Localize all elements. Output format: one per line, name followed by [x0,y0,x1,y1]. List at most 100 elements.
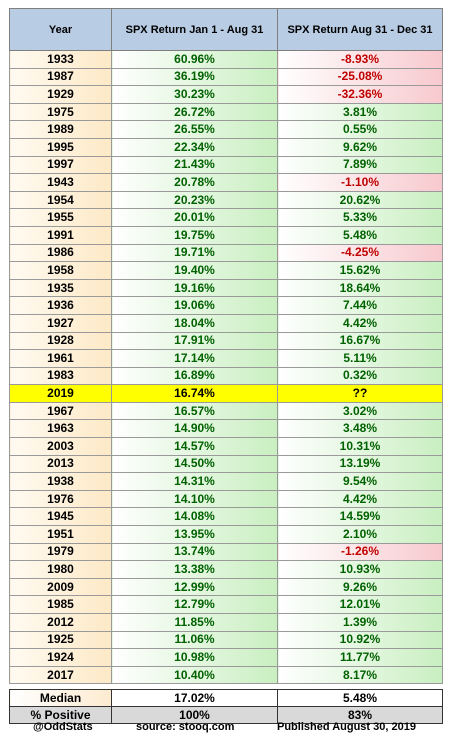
footer-published: Published August 30, 2019 [277,721,416,733]
jan-aug-return-cell: 18.04% [111,313,278,333]
jan-aug-return-cell: 60.96% [111,50,278,69]
year-cell: 1933 [9,50,112,69]
percent-positive-row: % Positive 100% 83% [9,706,443,725]
header-aug-dec: SPX Return Aug 31 - Dec 31 [277,8,443,51]
jan-aug-return-cell: 12.99% [111,577,278,597]
aug-dec-return-cell: 12.01% [277,595,443,614]
year-cell: 1938 [9,472,112,491]
jan-aug-return-cell: 20.78% [111,173,278,192]
aug-dec-return-cell: 8.17% [277,665,443,685]
table-row: 1980 13.38% 10.93% [9,560,443,579]
table-row: 2013 14.50% 13.19% [9,454,443,474]
table-row: 1987 36.19% -25.08% [9,67,443,87]
year-cell: 2003 [9,437,112,456]
spacer-cell [9,683,112,690]
returns-table: Year SPX Return Jan 1 - Aug 31 SPX Retur… [9,8,443,725]
aug-dec-return-cell: 10.31% [277,437,443,456]
aug-dec-return-cell: 10.93% [277,560,443,579]
jan-aug-return-cell: 20.01% [111,208,278,227]
year-cell: 1954 [9,190,112,210]
table-row: 1929 30.23% -32.36% [9,85,443,104]
jan-aug-return-cell: 19.71% [111,243,278,263]
year-cell: 2019 [9,384,112,403]
table-row: 1983 16.89% 0.32% [9,366,443,386]
median-row: Median 17.02% 5.48% [9,689,443,708]
year-cell: 1979 [9,542,112,562]
jan-aug-return-cell: 13.95% [111,525,278,544]
aug-dec-return-cell: -32.36% [277,85,443,104]
aug-dec-return-cell: 4.42% [277,313,443,333]
aug-dec-return-cell: -1.26% [277,542,443,562]
year-cell: 1995 [9,137,112,157]
aug-dec-return-cell: 14.59% [277,507,443,527]
table-row: 1945 14.08% 14.59% [9,507,443,527]
aug-dec-return-cell: 7.89% [277,155,443,175]
year-cell: 1928 [9,331,112,351]
aug-dec-return-cell: 13.19% [277,454,443,474]
footer-source: source: stooq.com [136,721,235,733]
jan-aug-return-cell: 10.40% [111,665,278,685]
jan-aug-return-cell: 36.19% [111,67,278,87]
table-row: 1975 26.72% 3.81% [9,102,443,122]
year-cell: 1986 [9,243,112,263]
jan-aug-return-cell: 11.06% [111,630,278,650]
jan-aug-return-cell: 26.72% [111,102,278,122]
table-body: 1933 60.96% -8.93% 1987 36.19% -25.08% 1929 30.… [9,50,443,725]
table-row: 2012 11.85% 1.39% [9,613,443,632]
jan-aug-return-cell: 14.50% [111,454,278,474]
aug-dec-return-cell: 5.33% [277,208,443,227]
aug-dec-return-cell: 2.10% [277,525,443,544]
year-cell: 1991 [9,225,112,245]
jan-aug-return-cell: 13.38% [111,560,278,579]
table-row: 2009 12.99% 9.26% [9,577,443,597]
aug-dec-return-cell: 7.44% [277,296,443,315]
table-row: 1954 20.23% 20.62% [9,190,443,210]
aug-dec-return-cell: 4.42% [277,489,443,509]
table-row: 2019 16.74%?? [9,384,443,403]
aug-dec-return-cell: 9.54% [277,472,443,491]
aug-dec-return-cell: 0.32% [277,366,443,386]
table-row: 1985 12.79% 12.01% [9,595,443,614]
table-row: 1979 13.74% -1.26% [9,542,443,562]
jan-aug-return-cell: 14.57% [111,437,278,456]
year-cell: 1951 [9,525,112,544]
aug-dec-return-cell: 1.39% [277,613,443,632]
table-row: 2017 10.40% 8.17% [9,665,443,685]
table-spacer [9,683,443,690]
summary-aug-dec: 5.48% [277,689,443,708]
jan-aug-return-cell: 21.43% [111,155,278,175]
header-row: Year SPX Return Jan 1 - Aug 31 SPX Retur… [9,8,443,51]
aug-dec-return-cell: 0.55% [277,120,443,139]
table-row: 1936 19.06% 7.44% [9,296,443,315]
aug-dec-return-cell: -4.25% [277,243,443,263]
aug-dec-return-cell: 20.62% [277,190,443,210]
aug-dec-return-cell: 18.64% [277,278,443,298]
table-row: 1935 19.16% 18.64% [9,278,443,298]
year-cell: 1945 [9,507,112,527]
year-cell: 1985 [9,595,112,614]
summary-label: % Positive [9,706,112,725]
jan-aug-return-cell: 19.06% [111,296,278,315]
table-row: 1925 11.06% 10.92% [9,630,443,650]
year-cell: 1997 [9,155,112,175]
aug-dec-return-cell: 3.81% [277,102,443,122]
table-row: 1961 17.14% 5.11% [9,349,443,368]
table-row: 1955 20.01% 5.33% [9,208,443,227]
jan-aug-return-cell: 19.40% [111,261,278,280]
jan-aug-return-cell: 14.90% [111,419,278,439]
year-cell: 1963 [9,419,112,439]
table-row: 1986 19.71% -4.25% [9,243,443,263]
aug-dec-return-cell: 16.67% [277,331,443,351]
summary-label: Median [9,689,112,708]
jan-aug-return-cell: 20.23% [111,190,278,210]
aug-dec-return-cell: 3.48% [277,419,443,439]
table-row: 2003 14.57% 10.31% [9,437,443,456]
spacer-cell [111,683,278,690]
table-row: 1933 60.96% -8.93% [9,50,443,69]
aug-dec-return-cell: 10.92% [277,630,443,650]
footer: @OddStats source: stooq.com Published Au… [0,721,451,737]
year-cell: 1987 [9,67,112,87]
table-row: 1967 16.57% 3.02% [9,401,443,421]
aug-dec-return-cell: ?? [277,384,443,403]
year-cell: 2012 [9,613,112,632]
